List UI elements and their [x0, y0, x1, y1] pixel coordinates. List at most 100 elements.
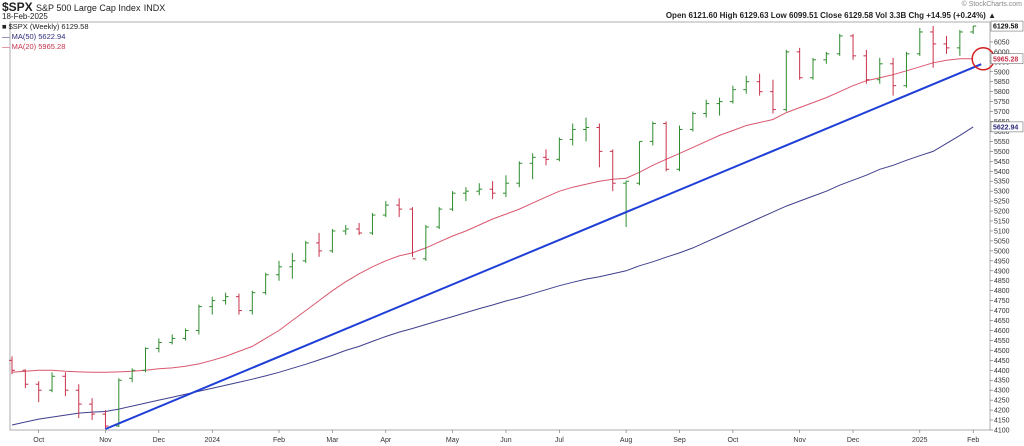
ohlc-bar [823, 51, 830, 64]
ohlc-bar [222, 292, 229, 305]
y-tick-label: 4400 [994, 368, 1010, 375]
y-tick-label: 5300 [994, 189, 1010, 196]
x-tick-label: May [446, 437, 460, 444]
ohlc-bar [796, 47, 803, 80]
last-ma20-label-text: 5965.28 [993, 56, 1018, 63]
plot-frame [9, 21, 991, 431]
ohlc-bar [409, 207, 416, 260]
ohlc-bar [369, 213, 376, 235]
y-tick-label: 5550 [994, 139, 1010, 146]
ohlc-bar [382, 201, 389, 218]
y-tick-label: 4550 [994, 338, 1010, 345]
ohlc-bar [436, 207, 443, 229]
last-price-label-box [990, 20, 1024, 32]
x-tick-label: Feb [967, 437, 979, 444]
ohlc-bar [863, 49, 870, 84]
y-tick-label: 5850 [994, 79, 1010, 86]
ohlc-bar [850, 33, 857, 60]
ohlc-bar [556, 137, 563, 162]
ohlc-bar [930, 25, 937, 68]
x-tick-label: Apr [380, 437, 392, 444]
last-ma50-label-text: 5622.94 [993, 124, 1018, 131]
y-tick-label: 4600 [994, 328, 1010, 335]
ohlc-bar [689, 111, 696, 132]
ohlc-bar [249, 290, 256, 315]
x-tick-label: Dec [847, 437, 860, 444]
ohlc-bar [316, 232, 323, 257]
ohlc-bar [623, 180, 630, 227]
ohlc-bar [155, 338, 162, 353]
symbol: $SPX [2, 0, 33, 14]
ohlc-bar [903, 51, 910, 88]
ohlc-bar [476, 183, 483, 196]
x-tick-label: Mar [326, 437, 339, 444]
ohlc-bar [235, 293, 242, 315]
y-tick-label: 4350 [994, 378, 1010, 385]
ohlc-bar [329, 228, 336, 253]
ohlc-bar [663, 121, 670, 172]
y-tick-label: 5700 [994, 109, 1010, 116]
x-tick-label: 2025 [912, 437, 928, 444]
ohlc-bar [516, 161, 523, 188]
ohlc-bar [142, 347, 149, 373]
last-ma20-label: 5965.28 [990, 53, 1024, 65]
last-price-label-text: 6129.58 [993, 24, 1018, 31]
y-tick-label: 5800 [994, 89, 1010, 96]
y-tick-label: 5750 [994, 99, 1010, 106]
y-tick-label: 4800 [994, 288, 1010, 295]
y-tick-label: 5600 [994, 129, 1010, 136]
ohlc-bar [302, 240, 309, 263]
ohlc-bar [636, 140, 643, 186]
x-tick-label: Jun [500, 437, 511, 444]
y-tick-label: 5200 [994, 209, 1010, 216]
y-tick-label: 4100 [994, 428, 1010, 435]
y-tick-label: 5000 [994, 248, 1010, 255]
ohlc-bar [209, 296, 216, 315]
ohlc-bar [569, 123, 576, 146]
ohlc-bar [890, 57, 897, 96]
ohlc-bar [529, 153, 536, 180]
y-tick-label: 5350 [994, 179, 1010, 186]
x-tick-label: 2024 [204, 437, 220, 444]
ohlc-readout: Open 6121.60 High 6129.63 Low 6099.51 Cl… [665, 11, 996, 20]
ohlc-bar [449, 191, 456, 212]
y-tick-label: 4650 [994, 318, 1010, 325]
x-tick-label: Feb [273, 437, 285, 444]
ma50-line [11, 126, 974, 426]
ohlc-bar [262, 272, 269, 295]
ohlc-bar [9, 356, 15, 375]
chart-date: 18-Feb-2025 [2, 12, 48, 21]
y-tick-label: 5900 [994, 69, 1010, 76]
y-tick-label: 4900 [994, 268, 1010, 275]
last-ma50-label-box [990, 121, 1024, 133]
y-tick-label: 4750 [994, 298, 1010, 305]
y-tick-label: 5050 [994, 238, 1010, 245]
ohlc-bar [970, 25, 977, 34]
last-price-label: 6129.58 [990, 20, 1024, 32]
last-ma50-label: 5622.94 [990, 121, 1024, 133]
trendline [105, 63, 982, 430]
y-tick-label: 4200 [994, 408, 1010, 415]
ohlc-bar [810, 57, 816, 80]
ohlc-bar [769, 79, 776, 114]
ohlc-bar [289, 252, 296, 279]
ohlc-bar [22, 369, 29, 389]
ohlc-bar [115, 378, 122, 428]
y-tick-label: 5250 [994, 199, 1010, 206]
x-tick-label: Sep [673, 437, 686, 444]
ohlc-bar [543, 149, 549, 166]
y-tick-label: 5150 [994, 219, 1010, 226]
legend-ma50: — MA(50) 5622.94 [2, 32, 66, 41]
y-tick-label: 4850 [994, 278, 1010, 285]
y-tick-label: 5450 [994, 159, 1010, 166]
y-tick-label: 6000 [994, 49, 1010, 56]
ohlc-bar [502, 175, 509, 198]
ohlc-bar [836, 33, 843, 56]
y-tick-label: 5100 [994, 228, 1010, 235]
ohlc-bar [182, 328, 189, 341]
x-tick-label: Nov [99, 437, 112, 444]
y-tick-label: 4500 [994, 348, 1010, 355]
exchange: INDX [143, 3, 166, 13]
chart-title: $SPX S&P 500 Large Cap Index INDX [2, 1, 165, 13]
